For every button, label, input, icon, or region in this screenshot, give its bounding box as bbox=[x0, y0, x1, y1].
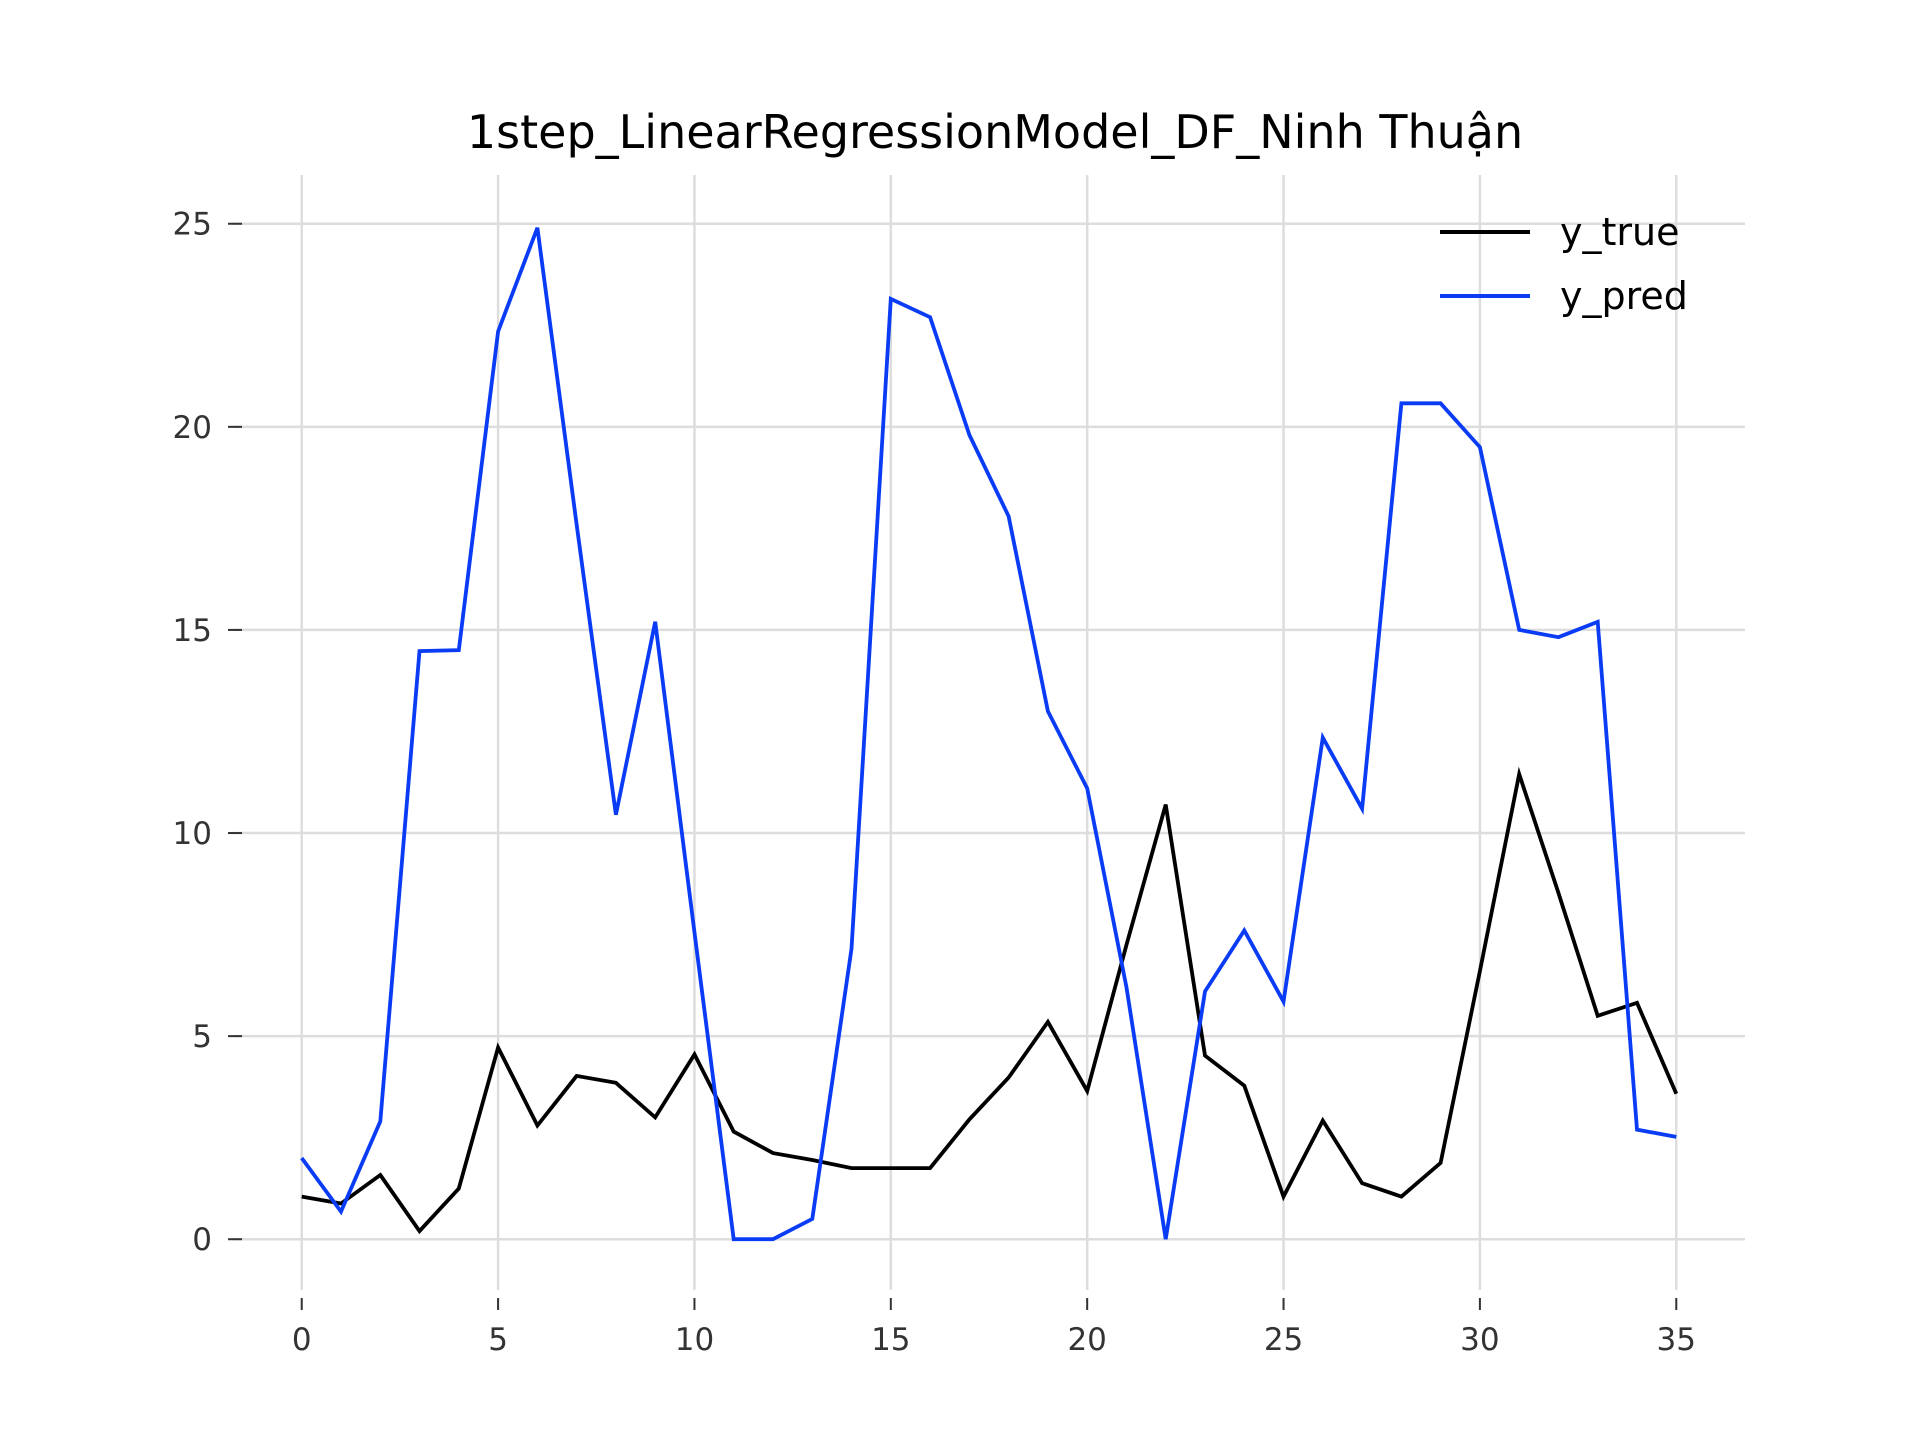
legend: y_true y_pred bbox=[1440, 210, 1688, 318]
y-tick-label: 10 bbox=[173, 816, 212, 852]
y-tick-label: 0 bbox=[192, 1222, 212, 1258]
axis-ticks: 0 5 10 15 20 25 30 35 0 5 10 15 20 25 bbox=[173, 207, 1696, 1358]
y-tick-label: 25 bbox=[173, 207, 212, 243]
x-tick-label: 0 bbox=[292, 1322, 312, 1358]
x-tick-label: 25 bbox=[1264, 1322, 1303, 1358]
grid bbox=[233, 175, 1745, 1290]
x-tick-label: 30 bbox=[1460, 1322, 1499, 1358]
legend-label: y_pred bbox=[1560, 274, 1688, 318]
x-tick-label: 10 bbox=[675, 1322, 714, 1358]
chart-title: 1step_LinearRegressionModel_DF_Ninh Thuậ… bbox=[467, 105, 1523, 159]
x-tick-label: 35 bbox=[1657, 1322, 1696, 1358]
x-tick-label: 5 bbox=[488, 1322, 508, 1358]
series-line-y-true bbox=[301, 766, 1679, 1235]
legend-label: y_true bbox=[1560, 210, 1679, 254]
x-tick-label: 15 bbox=[871, 1322, 910, 1358]
y-tick-label: 20 bbox=[173, 410, 212, 446]
series-lines bbox=[300, 227, 1679, 1242]
x-tick-label: 20 bbox=[1067, 1322, 1106, 1358]
y-tick-label: 15 bbox=[173, 613, 212, 649]
y-tick-label: 5 bbox=[192, 1019, 212, 1055]
series-line-y-pred bbox=[300, 227, 1677, 1242]
